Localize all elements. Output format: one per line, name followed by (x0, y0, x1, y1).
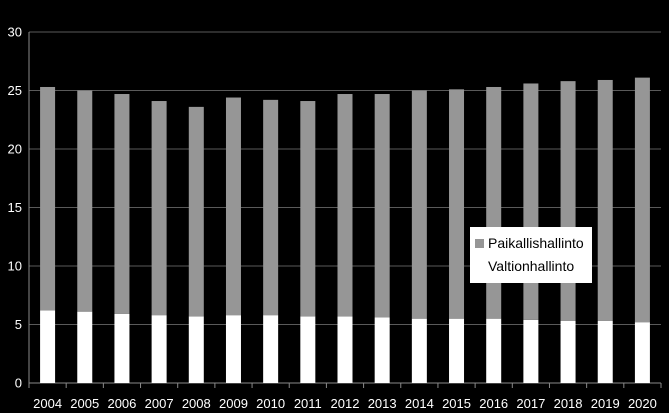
bar-valtionhallinto-2012 (337, 316, 353, 383)
bar-valtionhallinto-2011 (300, 316, 316, 383)
bar-paikallishallinto-2018 (560, 81, 576, 321)
legend-label-valtionhallinto: Valtionhallinto (488, 258, 574, 274)
bar-paikallishallinto-2017 (523, 83, 539, 320)
x-tick-label-2018: 2018 (554, 396, 583, 411)
legend-swatch-valtionhallinto (475, 262, 484, 271)
bar-valtionhallinto-2004 (40, 310, 56, 383)
bar-paikallishallinto-2015 (449, 89, 465, 319)
bar-valtionhallinto-2013 (374, 317, 390, 383)
bar-valtionhallinto-2016 (486, 318, 502, 383)
bar-paikallishallinto-2006 (114, 94, 130, 314)
y-tick-labels: 0 5 10 15 20 25 30 (8, 25, 22, 391)
y-tick-label-20: 20 (8, 142, 22, 157)
bar-valtionhallinto-2008 (188, 316, 204, 383)
bar-valtionhallinto-2017 (523, 319, 539, 383)
bar-paikallishallinto-2010 (263, 99, 279, 316)
bar-valtionhallinto-2015 (449, 318, 465, 383)
x-tick-label-2017: 2017 (516, 396, 545, 411)
bar-paikallishallinto-2016 (486, 86, 502, 319)
x-tick-label-2010: 2010 (256, 396, 285, 411)
x-tick-label-2012: 2012 (331, 396, 360, 411)
x-tick-label-2020: 2020 (628, 396, 657, 411)
bar-paikallishallinto-2008 (188, 106, 204, 317)
y-tick-label-5: 5 (15, 317, 22, 332)
bar-valtionhallinto-2020 (634, 322, 650, 383)
bar-paikallishallinto-2013 (374, 94, 390, 318)
x-tick-labels: 2004 2005 2006 2007 2008 2009 2010 2011 2012 2013… (33, 396, 657, 411)
legend-background (470, 227, 592, 283)
x-tick-label-2013: 2013 (368, 396, 397, 411)
bar-paikallishallinto-2011 (300, 101, 316, 317)
y-tick-label-0: 0 (15, 376, 22, 391)
legend: Paikallishallinto Valtionhallinto (470, 227, 592, 283)
bar-paikallishallinto-2007 (151, 101, 167, 316)
bar-valtionhallinto-2007 (151, 315, 167, 383)
legend-label-paikallishallinto: Paikallishallinto (488, 235, 584, 251)
bar-paikallishallinto-2014 (411, 90, 427, 319)
y-tick-label-10: 10 (8, 259, 22, 274)
bar-valtionhallinto-2018 (560, 320, 576, 383)
bar-paikallishallinto-2019 (597, 79, 613, 321)
x-tick-label-2009: 2009 (219, 396, 248, 411)
bar-valtionhallinto-2019 (597, 320, 613, 383)
bar-valtionhallinto-2014 (411, 318, 427, 383)
x-tick-label-2007: 2007 (145, 396, 174, 411)
y-tick-label-15: 15 (8, 200, 22, 215)
bar-paikallishallinto-2020 (634, 77, 650, 323)
bar-valtionhallinto-2005 (77, 311, 93, 383)
bar-valtionhallinto-2009 (225, 315, 241, 383)
x-tick-label-2006: 2006 (107, 396, 136, 411)
bar-paikallishallinto-2009 (225, 97, 241, 316)
x-tick-label-2015: 2015 (442, 396, 471, 411)
x-tick-label-2008: 2008 (182, 396, 211, 411)
x-tick-label-2005: 2005 (70, 396, 99, 411)
bar-valtionhallinto-2010 (263, 315, 279, 383)
y-tick-label-25: 25 (8, 83, 22, 98)
bar-paikallishallinto-2004 (40, 86, 56, 311)
legend-swatch-paikallishallinto (475, 239, 484, 248)
x-tick-label-2011: 2011 (294, 396, 322, 411)
x-tick-label-2019: 2019 (591, 396, 620, 411)
x-tick-label-2004: 2004 (33, 396, 62, 411)
x-tick-label-2014: 2014 (405, 396, 434, 411)
bar-paikallishallinto-2012 (337, 94, 353, 317)
bar-paikallishallinto-2005 (77, 90, 93, 312)
x-tick-label-2016: 2016 (479, 396, 508, 411)
bar-valtionhallinto-2006 (114, 313, 130, 383)
y-tick-label-30: 30 (8, 25, 22, 40)
